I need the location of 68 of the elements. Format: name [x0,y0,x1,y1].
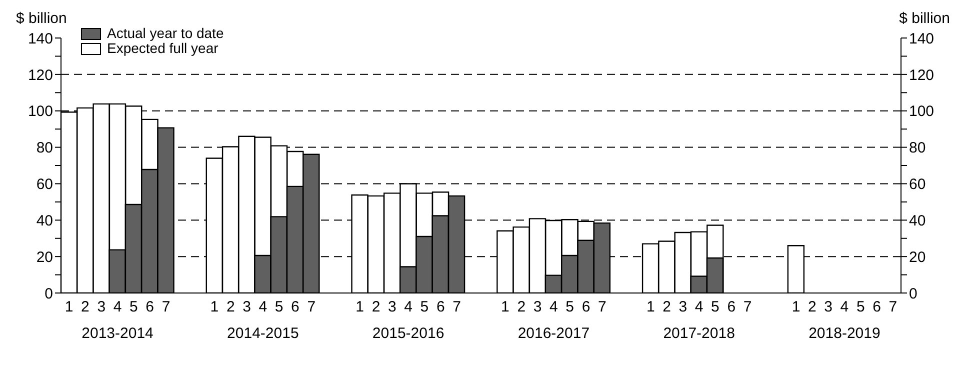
y-tick-label: 60 [36,176,53,194]
x-tick-label: 3 [388,298,396,316]
x-tick-label: 3 [678,298,688,316]
x-tick-label: 3 [242,298,251,316]
x-tick-label: 1 [210,298,219,316]
x-tick-label: 3 [533,298,542,316]
y2-tick-label: 20 [909,248,926,266]
x-tick-label: 1 [356,298,364,316]
y2-tick-label: 120 [909,66,934,84]
x-tick-label: 2 [808,298,816,316]
x-tick-label: 5 [130,298,138,316]
y2-tick-label: 140 [909,30,934,48]
y-axis-title: $ billion [16,10,67,27]
x-tick-label: 5 [274,298,284,316]
x-tick-label: 3 [824,298,832,316]
x-tick-label: 1 [646,298,655,316]
x-tick-label: 6 [727,298,736,316]
y2-tick-label: 40 [909,212,926,230]
x-tick-label: 7 [598,298,606,316]
y2-tick-label: 60 [909,176,926,194]
x-tick-label: 4 [694,298,704,316]
x-tick-label: 5 [566,298,574,316]
x-tick-label: 2 [517,298,526,316]
x-tick-label: 4 [550,298,558,316]
x-tick-label: 6 [291,298,300,316]
x-tick-label: 2 [226,298,235,316]
x-tick-label: 2 [372,298,380,316]
x-tick-label: 1 [64,298,74,316]
text: 2018-2019 [808,325,882,342]
text: 2015-2016 [371,325,446,342]
x-tick-label: 4 [840,298,849,316]
text: 2013-2014 [80,325,154,342]
x-tick-label: 7 [162,298,170,316]
x-tick-label: 1 [501,298,510,316]
x-tick-label: 5 [711,298,720,316]
x-tick-label: 4 [258,298,268,316]
x-tick-label: 4 [113,298,122,316]
y2-tick-label: 0 [909,285,918,302]
x-tick-label: 6 [436,298,445,316]
x-tick-label: 5 [420,298,429,316]
text: 2014-2015 [226,325,300,342]
y2-axis-title: $ billion [899,10,950,27]
x-tick-label: 2 [662,298,671,316]
x-tick-label: 7 [743,298,752,316]
y-tick-label: 20 [36,248,53,266]
x-tick-label: 7 [307,298,316,316]
y-tick-label: 140 [28,30,53,48]
y-tick-label: 80 [36,140,53,157]
text: 2016-2017 [516,325,591,342]
x-tick-label: 6 [146,298,154,316]
legend-label: Actual year to date [107,25,224,41]
y-tick-label: 100 [28,103,53,120]
y2-tick-label: 100 [909,103,934,120]
x-tick-label: 6 [872,298,881,316]
legend-label: Expected full year [107,40,218,56]
x-tick-label: 6 [582,298,590,316]
y-tick-label: 40 [36,212,53,230]
x-tick-label: 7 [452,298,461,316]
x-tick-label: 2 [81,298,90,316]
y-tick-label: 0 [44,285,53,302]
x-tick-label: 7 [888,298,898,316]
y-tick-label: 120 [28,66,53,84]
text: 2017-2018 [662,325,736,342]
x-tick-label: 4 [404,298,412,316]
x-tick-label: 1 [792,298,800,316]
x-tick-label: 5 [856,298,865,316]
x-tick-label: 3 [97,298,106,316]
y2-tick-label: 80 [909,140,926,157]
